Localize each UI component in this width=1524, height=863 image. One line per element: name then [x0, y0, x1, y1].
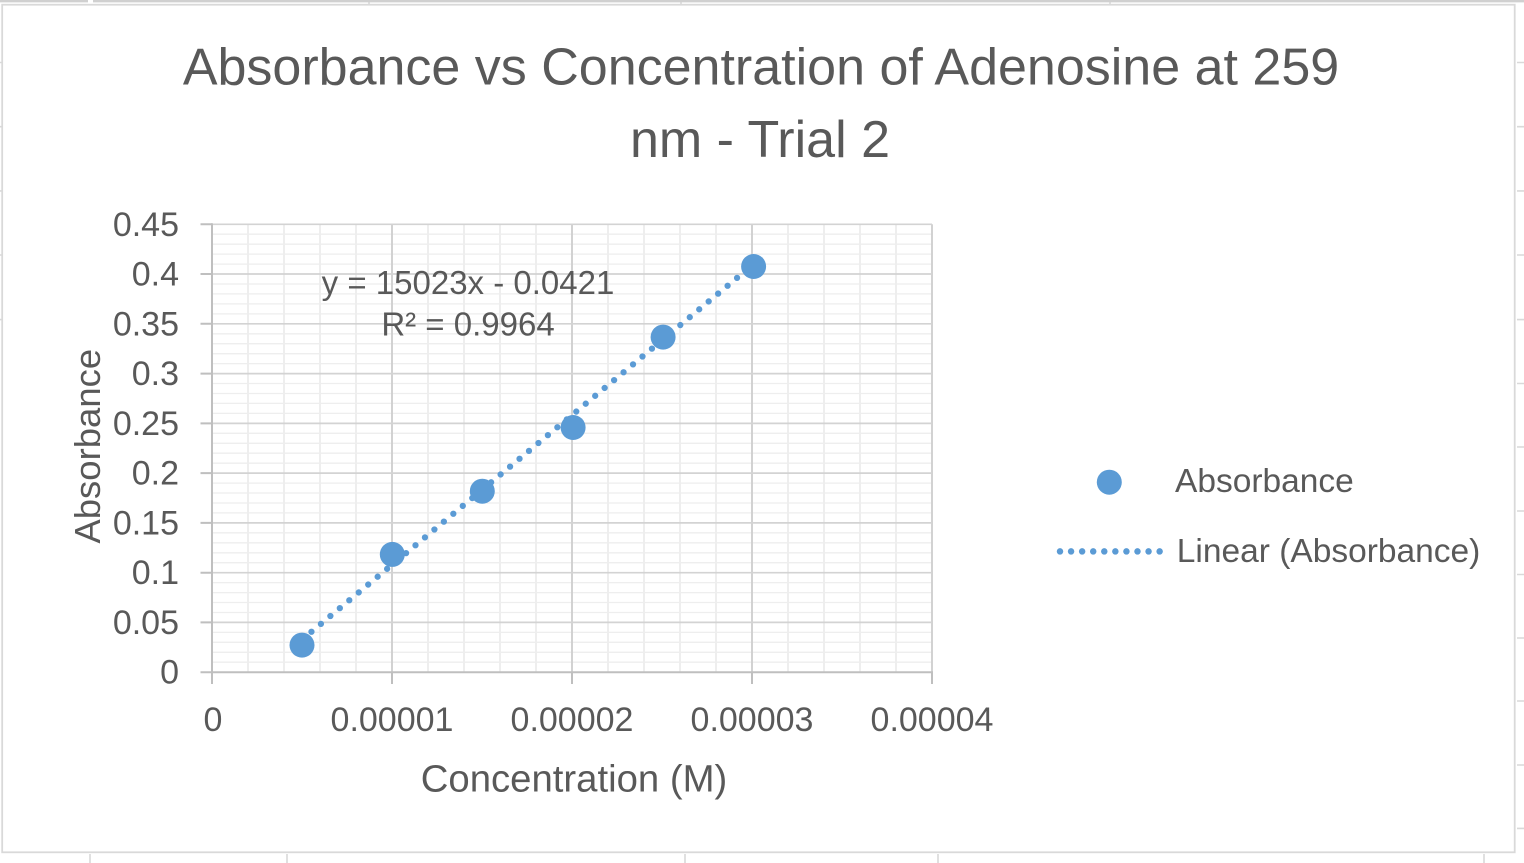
svg-text:0.45: 0.45: [113, 206, 179, 244]
svg-text:0.25: 0.25: [113, 405, 179, 443]
svg-text:0.3: 0.3: [132, 355, 179, 393]
svg-text:0.00003: 0.00003: [691, 701, 814, 739]
svg-text:0.00004: 0.00004: [871, 701, 994, 739]
svg-text:0: 0: [160, 654, 179, 692]
svg-text:R² = 0.9964: R² = 0.9964: [381, 305, 554, 342]
svg-text:y = 15023x - 0.0421: y = 15023x - 0.0421: [322, 264, 615, 301]
svg-text:0.4: 0.4: [132, 256, 179, 294]
svg-text:Linear (Absorbance): Linear (Absorbance): [1177, 533, 1481, 570]
svg-text:Concentration (M): Concentration (M): [421, 758, 728, 801]
svg-text:0.15: 0.15: [113, 504, 179, 542]
svg-text:0: 0: [204, 701, 223, 739]
svg-text:0.05: 0.05: [113, 604, 179, 642]
svg-text:0.00001: 0.00001: [331, 701, 454, 739]
svg-text:nm - Trial 2: nm - Trial 2: [630, 111, 890, 169]
svg-text:0.00002: 0.00002: [511, 701, 634, 739]
svg-text:Absorbance vs Concentration of: Absorbance vs Concentration of Adenosine…: [183, 39, 1339, 97]
svg-text:0.35: 0.35: [113, 305, 179, 343]
svg-text:0.1: 0.1: [132, 554, 179, 592]
svg-text:Absorbance: Absorbance: [67, 349, 108, 544]
svg-text:Absorbance: Absorbance: [1175, 463, 1354, 500]
svg-text:0.2: 0.2: [132, 455, 179, 493]
